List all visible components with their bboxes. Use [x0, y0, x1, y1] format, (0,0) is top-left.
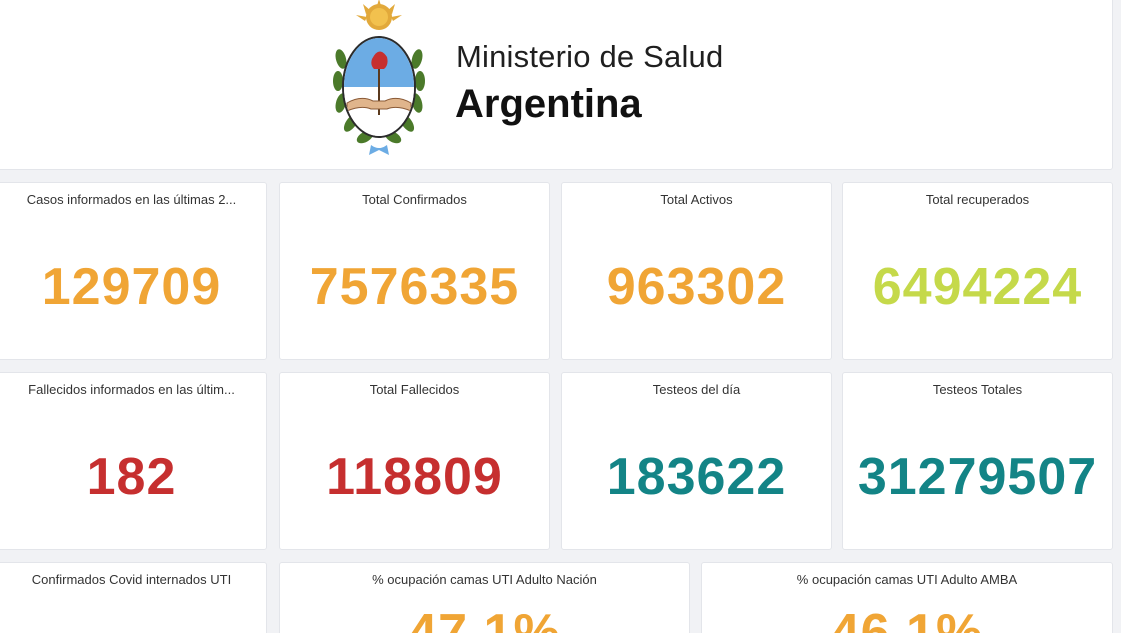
card-title: % ocupación camas UTI Adulto Nación [372, 572, 597, 587]
card-title: Confirmados Covid internados UTI [31, 572, 232, 587]
card-testeos-totales: Testeos Totales 31279507 [842, 372, 1113, 550]
card-value: 129709 [41, 258, 222, 316]
card-title: % ocupación camas UTI Adulto AMBA [796, 572, 1018, 587]
card-internados-uti: Confirmados Covid internados UTI [0, 562, 267, 633]
card-value: 7576335 [309, 258, 520, 316]
card-total-recuperados: Total recuperados 6494224 [842, 182, 1113, 360]
card-value: 118809 [326, 448, 503, 506]
card-value: 182 [86, 448, 177, 506]
card-casos-24h: Casos informados en las últimas 2... 129… [0, 182, 267, 360]
card-title: Total Fallecidos [369, 382, 460, 397]
card-fallecidos-24h: Fallecidos informados en las últim... 18… [0, 372, 267, 550]
card-value: 46,1% [830, 604, 984, 633]
card-title: Total recuperados [925, 192, 1030, 207]
card-ocupacion-uti-nacion: % ocupación camas UTI Adulto Nación 47,1… [279, 562, 690, 633]
card-testeos-dia: Testeos del día 183622 [561, 372, 832, 550]
ministry-name: Ministerio de Salud [456, 39, 724, 74]
card-title: Total Activos [660, 192, 733, 207]
escudo-nacional-argentina-icon [333, 0, 425, 155]
card-title: Casos informados en las últimas 2... [26, 192, 237, 207]
card-value: 31279507 [857, 448, 1098, 506]
card-total-confirmados: Total Confirmados 7576335 [279, 182, 550, 360]
card-title: Fallecidos informados en las últim... [28, 382, 235, 397]
card-value: 183622 [606, 448, 787, 506]
card-value: 963302 [606, 258, 787, 316]
card-title: Total Confirmados [362, 192, 467, 207]
country-name: Argentina [455, 82, 642, 126]
card-ocupacion-uti-amba: % ocupación camas UTI Adulto AMBA 46,1% [701, 562, 1113, 633]
card-value: 6494224 [872, 258, 1083, 316]
card-total-activos: Total Activos 963302 [561, 182, 832, 360]
card-title: Testeos Totales [932, 382, 1023, 397]
header-banner: Ministerio de Salud Argentina [0, 0, 1113, 170]
card-title: Testeos del día [652, 382, 741, 397]
card-total-fallecidos: Total Fallecidos 118809 [279, 372, 550, 550]
card-value: 47,1% [408, 604, 561, 633]
